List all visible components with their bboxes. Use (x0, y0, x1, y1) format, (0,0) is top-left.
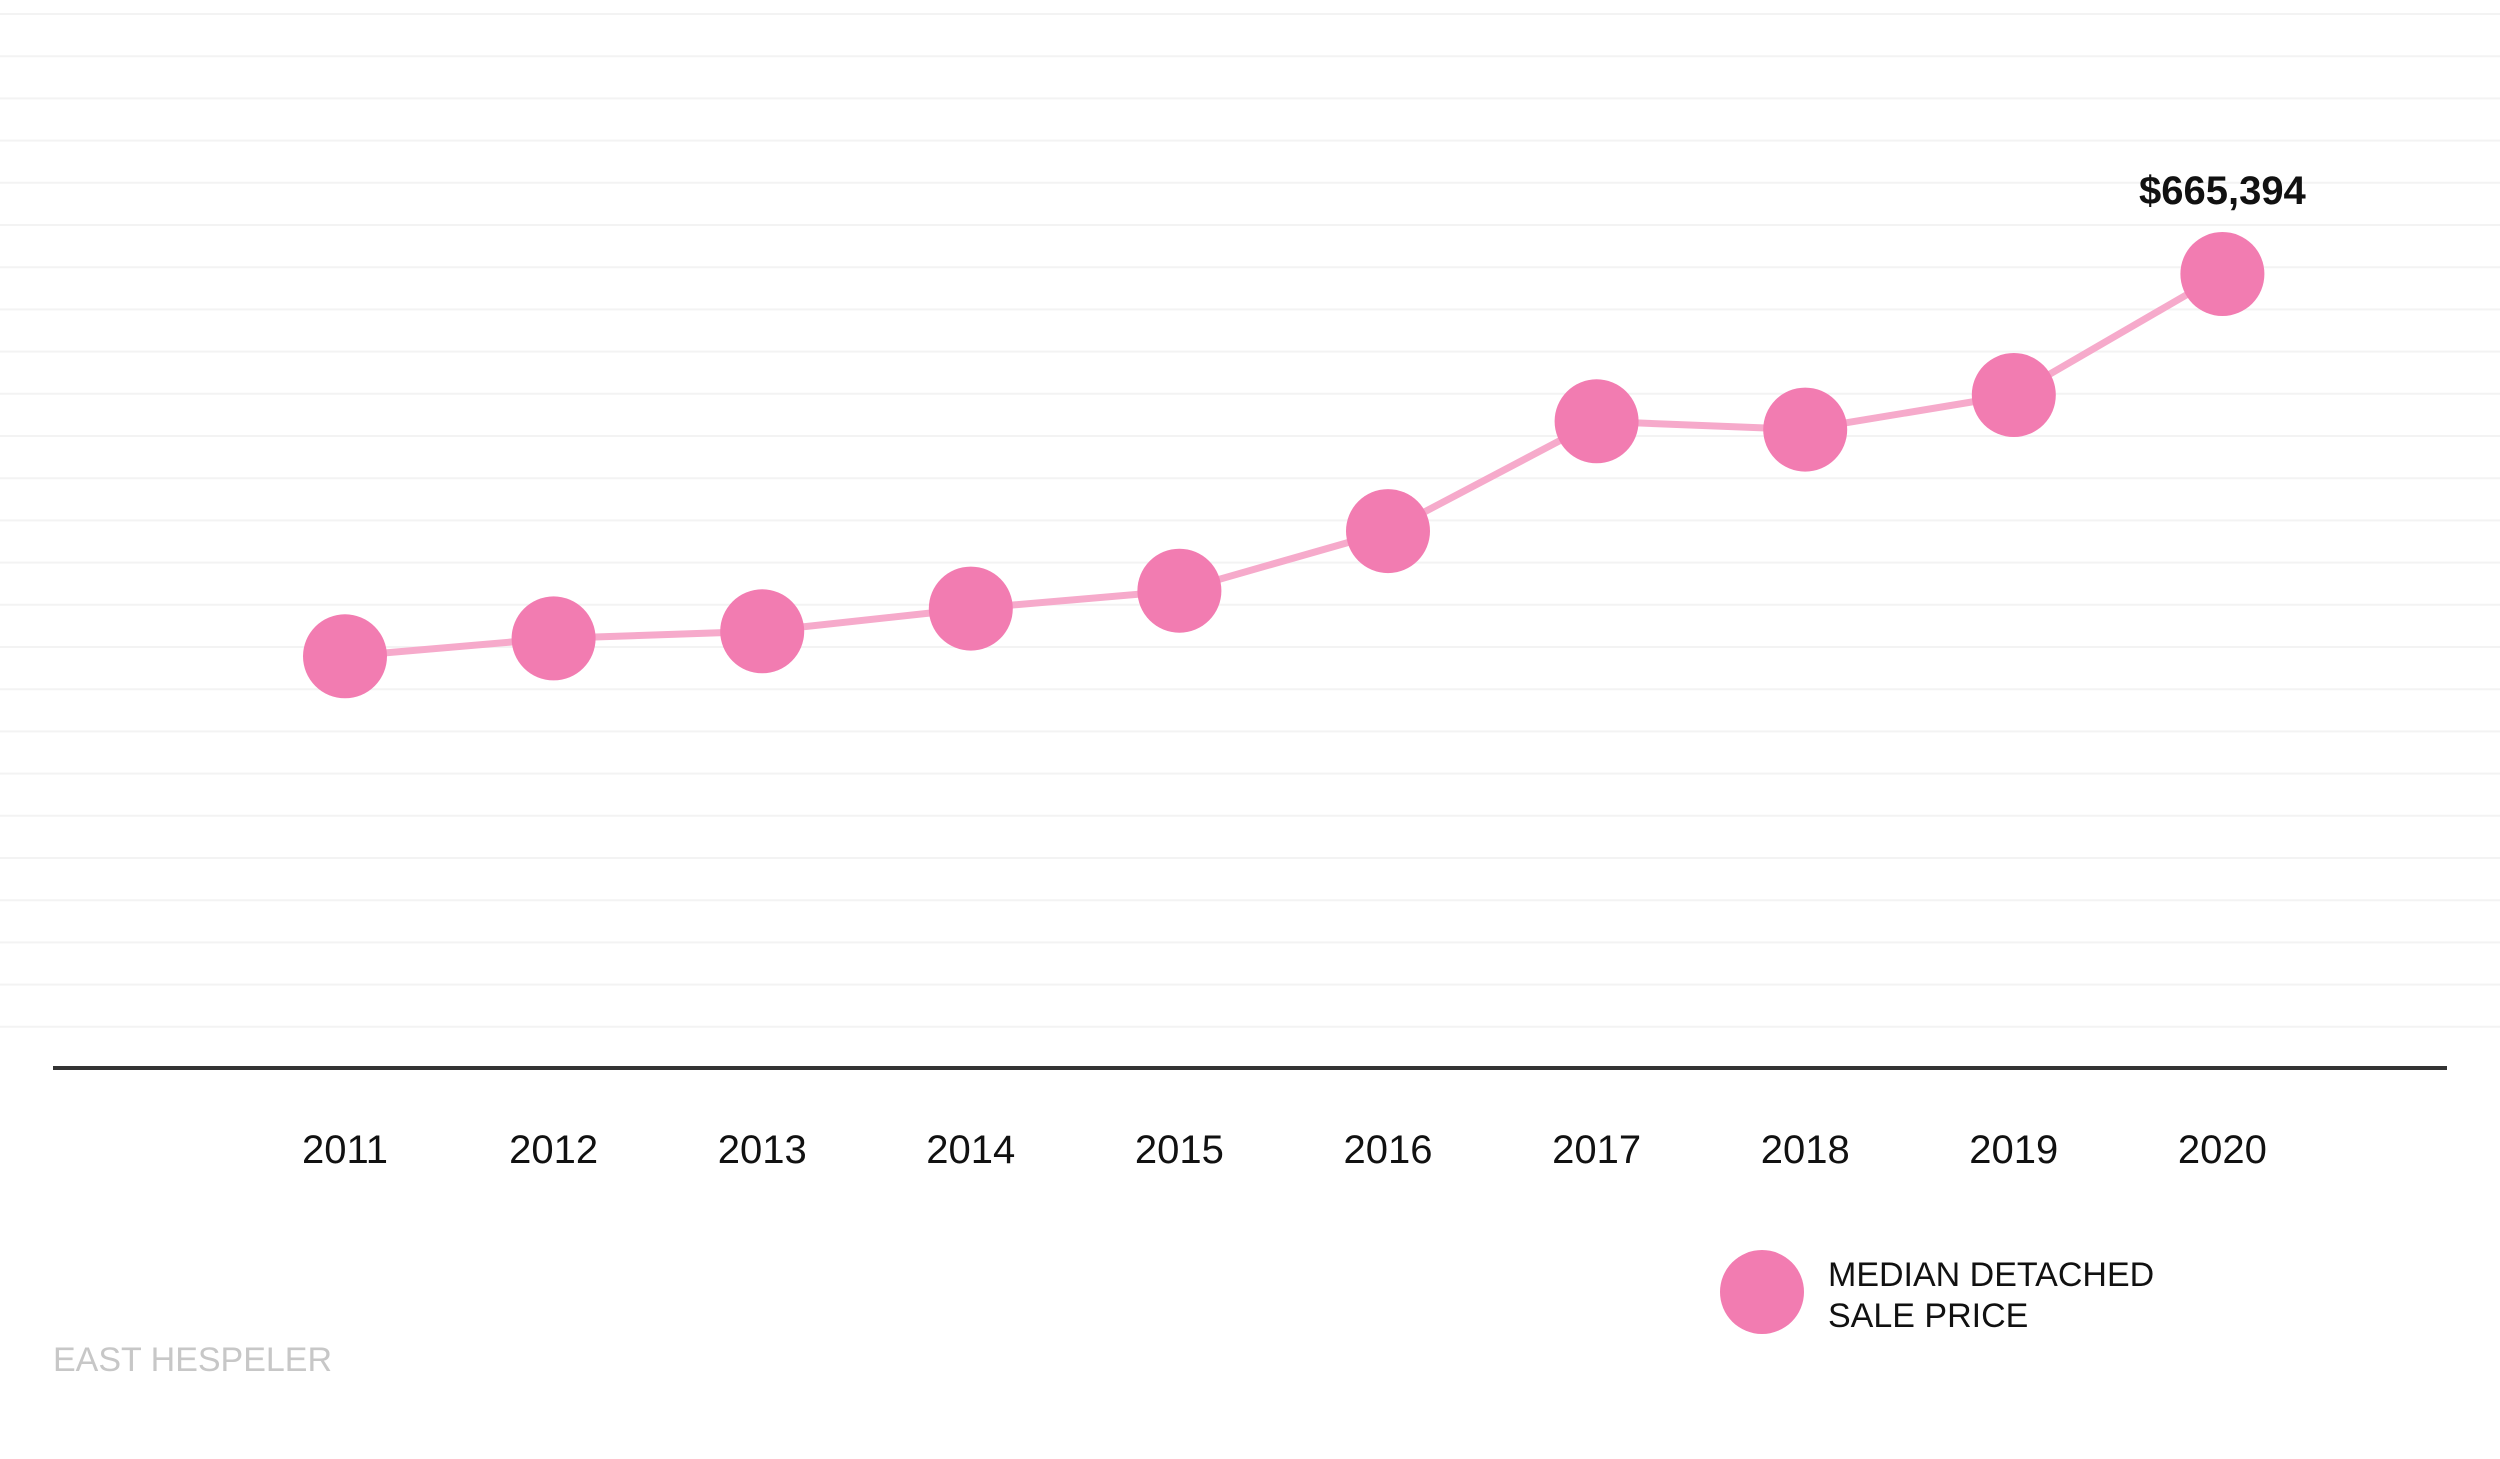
data-point-2012 (511, 596, 596, 681)
x-tick-label: 2012 (509, 1128, 598, 1172)
data-point-2016 (1346, 489, 1430, 574)
x-tick-label: 2017 (1552, 1128, 1641, 1172)
data-point-2019 (1971, 353, 2056, 437)
data-labels: $665,394 (2139, 169, 2307, 213)
data-point-2013 (720, 589, 805, 674)
gridlines (0, 13, 2500, 1028)
series-layer (303, 232, 2265, 699)
x-tick-label: 2020 (2178, 1128, 2267, 1172)
footer-location-label: EAST HESPELER (53, 1341, 332, 1379)
data-label-2020: $665,394 (2139, 169, 2307, 213)
x-tick-label: 2014 (926, 1128, 1015, 1172)
x-tick-label: 2016 (1344, 1128, 1433, 1172)
x-tick-label: 2013 (718, 1128, 807, 1172)
series-line (341, 270, 2226, 660)
data-point-2020 (2180, 232, 2265, 316)
x-tick-label: 2019 (1969, 1128, 2058, 1172)
x-tick-label: 2015 (1135, 1128, 1224, 1172)
legend-label-line-1: MEDIAN DETACHED (1828, 1256, 2154, 1294)
data-point-2017 (1554, 379, 1639, 464)
legend-label-line-2: SALE PRICE (1828, 1297, 2028, 1335)
data-point-2014 (928, 566, 1013, 651)
data-point-2015 (1137, 548, 1222, 633)
legend: MEDIAN DETACHED SALE PRICE (1720, 1250, 2154, 1335)
data-point-2011 (303, 614, 387, 699)
x-tick-label: 2018 (1761, 1128, 1850, 1172)
x-tick-labels: 2011 2012 2013 2014 2015 2016 2017 2018 2019 2020 (302, 1128, 2267, 1172)
legend-marker (1720, 1250, 1804, 1334)
x-tick-label: 2011 (302, 1128, 388, 1172)
data-point-2018 (1763, 387, 1848, 472)
